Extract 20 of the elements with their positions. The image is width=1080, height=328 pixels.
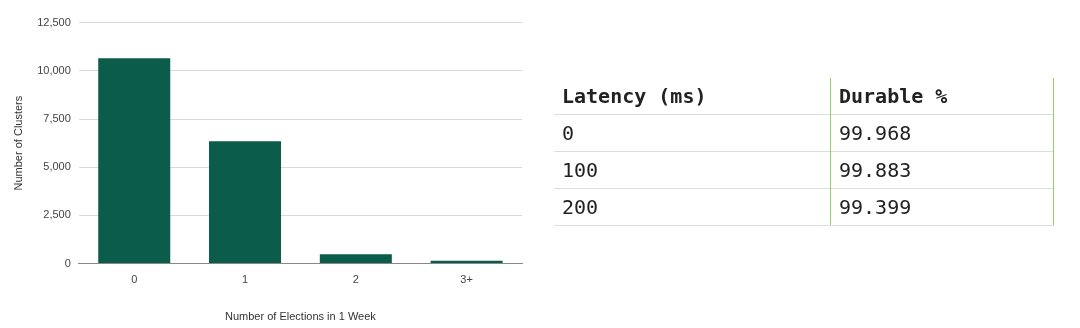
y-tick-label: 2,500 [43, 208, 71, 221]
y-tick-label: 5,000 [43, 160, 71, 173]
y-tick-label: 7,500 [43, 112, 71, 125]
data-label: 99.883 [830, 151, 1054, 189]
x-tick-label: 0 [131, 273, 138, 286]
category-label: 200 [554, 188, 831, 226]
y-tick-label: 12,500 [37, 15, 71, 28]
text: Latency (ms) [554, 78, 831, 115]
data-label: 99.968 [830, 114, 1054, 152]
text: Durable % [830, 78, 1054, 115]
data-label: 99.399 [830, 188, 1054, 226]
x-tick-label: 2 [352, 273, 359, 286]
x-tick-label: 1 [241, 273, 249, 286]
category-label: 100 [554, 151, 831, 189]
category-label: 0 [554, 114, 831, 152]
x-tick-label: 3+ [460, 273, 473, 286]
y-tick-label: 10,000 [37, 63, 71, 76]
y-axis-title: Number of Clusters [11, 95, 24, 191]
x-axis-title: Number of Elections in 1 Week [225, 310, 377, 323]
y-tick-label: 0 [64, 256, 71, 269]
